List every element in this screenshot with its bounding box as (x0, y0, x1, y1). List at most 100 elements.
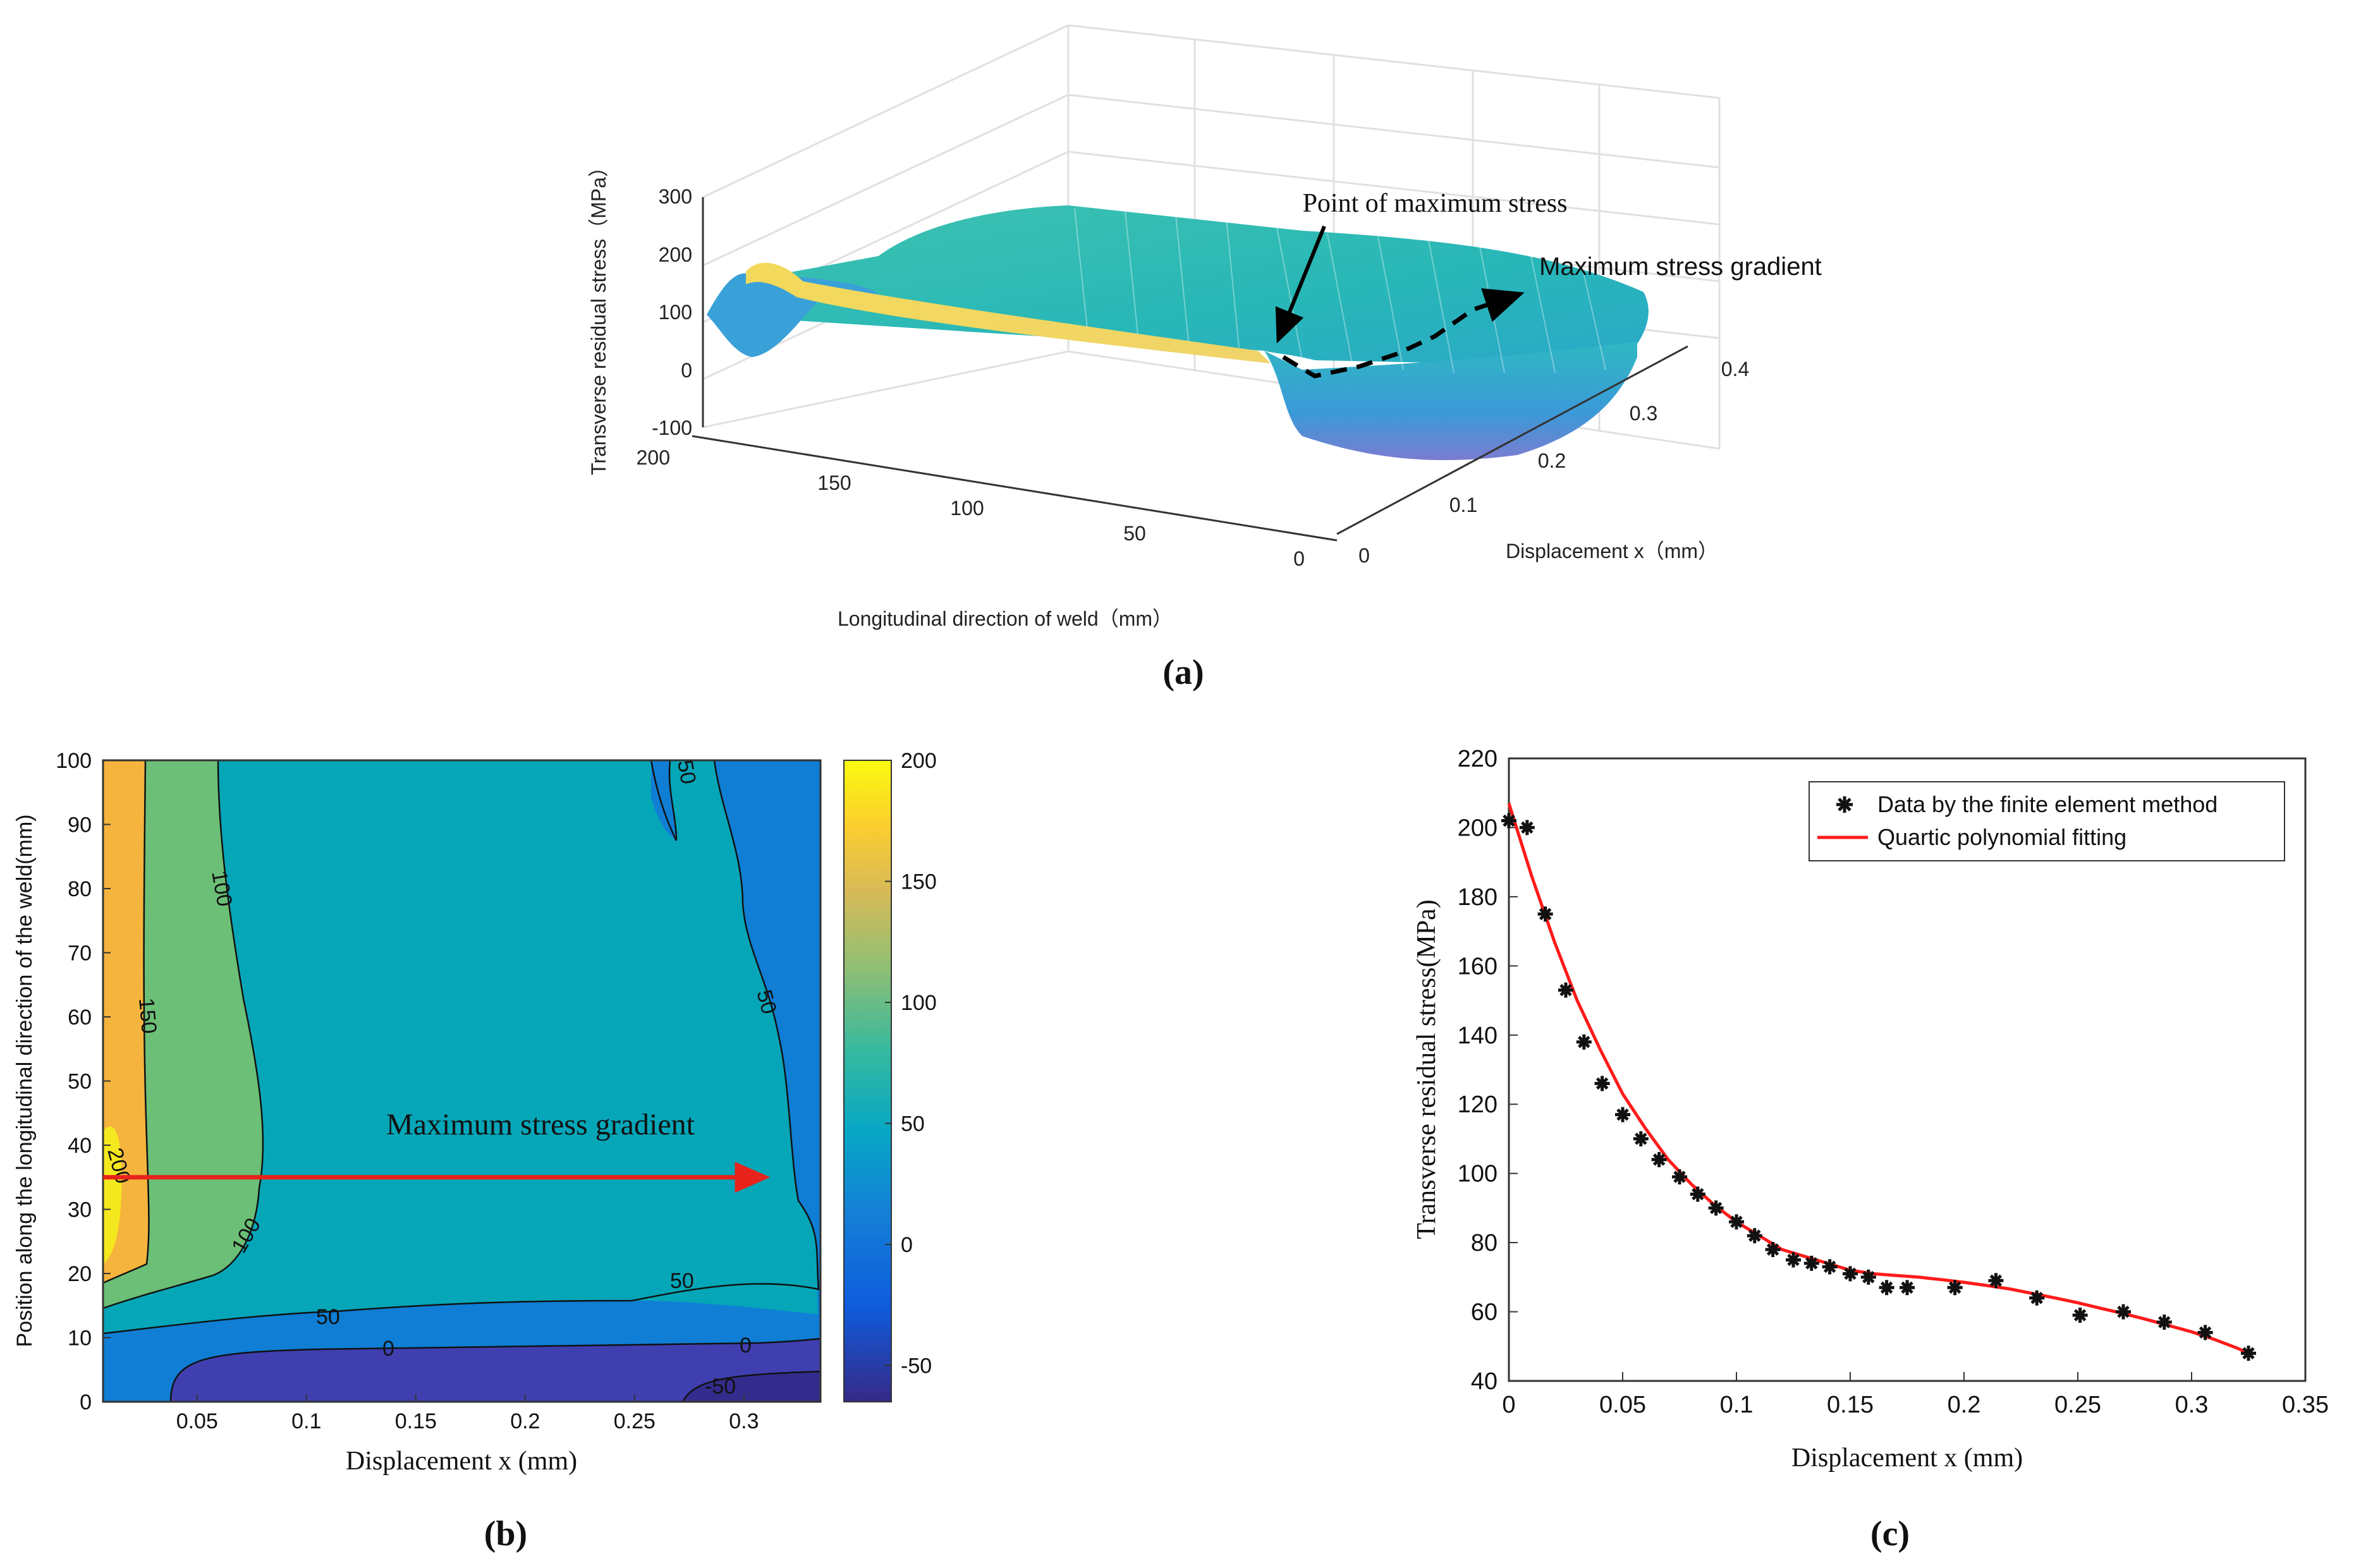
panel-b-y-tick-label: 30 (68, 1198, 92, 1222)
panel-c-data-point (1947, 1280, 1963, 1296)
panel-c-data-point (1860, 1269, 1876, 1285)
panel-b-contour-label-50-mid: 50 (670, 1269, 694, 1293)
panel-b-contour-fills (103, 760, 821, 1402)
panel-b-caption: (b) (484, 1514, 527, 1553)
panel-c-data-point (1651, 1152, 1667, 1167)
panel-c-y-tick-label: 40 (1471, 1368, 1498, 1395)
panel-b-y-tick-label: 100 (56, 749, 92, 773)
panel-c-scatter-points (1501, 813, 2256, 1361)
panel-a-z-axis: 300 200 100 0 -100 Transverse residual s… (587, 157, 704, 475)
panel-b-colorbar-ticks: 200 150 100 50 0 -50 (885, 749, 937, 1378)
panel-c-data-point (1843, 1266, 1858, 1282)
panel-b: 200 150 100 100 50 50 50 50 0 0 -50 Maxi… (13, 749, 937, 1553)
panel-c-y-tick-label: 220 (1458, 746, 1498, 772)
panel-c-data-point (1786, 1252, 1801, 1268)
panel-b-region-indigo (171, 1339, 821, 1402)
panel-b-annotation-group: Maximum stress gradient (103, 1108, 771, 1193)
panel-b-contour-label-50-left: 50 (316, 1305, 340, 1329)
panel-c-y-tick-label: 140 (1458, 1023, 1498, 1049)
panel-b-y-tick-label: 80 (68, 877, 92, 901)
panel-b-colorbar-tick-label: 150 (901, 870, 937, 894)
panel-b-y-tick-label: 20 (68, 1262, 92, 1286)
panel-a-x-axis: 0 0.1 0.2 0.3 0.4 Displacement x（mm） (1336, 345, 1749, 567)
panel-b-region-blue-left-upper-notch (651, 760, 676, 841)
panel-a-z-tick-300: 300 (659, 185, 692, 208)
panel-c-legend-marker (1836, 796, 1853, 813)
panel-c-data-point (1537, 906, 1553, 922)
panel-c-plot-frame (1508, 757, 2307, 1382)
panel-b-y-tick-label: 40 (68, 1134, 92, 1158)
panel-c-data-point (1576, 1034, 1592, 1050)
panel-c-y-tick-label: 120 (1458, 1091, 1498, 1118)
panel-a-annotations: Point of maximum stress Maximum stress g… (1275, 189, 1822, 379)
panel-a-z-tick-0: 0 (681, 359, 692, 382)
panel-c-y-ticks: 40 60 80 100 120 140 160 180 200 220 (1458, 746, 1518, 1395)
panel-c-data-point (1708, 1200, 1724, 1216)
panel-b-region-deep-indigo (683, 1371, 821, 1402)
panel-a-caption: (a) (1162, 653, 1204, 692)
panel-b-colorbar-tick-label: -50 (901, 1354, 932, 1378)
panel-b-y-label: Position along the longitudinal directio… (13, 815, 37, 1347)
panel-c-y-tick-label: 180 (1458, 884, 1498, 911)
panel-a-y-tick-100: 100 (950, 497, 984, 520)
panel-c-x-label: Displacement x (mm) (1791, 1443, 2023, 1473)
panel-c-x-tick-label: 0.1 (1720, 1392, 1754, 1418)
panel-a-y-axis: 200 150 100 50 0 Longitudinal direction … (637, 435, 1338, 630)
panel-a-z-label: Transverse residual stress（MPa） (587, 157, 610, 475)
panel-b-colorbar-tick-label: 200 (901, 749, 937, 773)
panel-b-contour-label-0-left: 0 (382, 1337, 394, 1361)
panel-c-y-tick-label: 160 (1458, 953, 1498, 980)
panel-c-data-point (1822, 1259, 1838, 1275)
panel-b-colorbar-tick-label: 50 (901, 1112, 925, 1136)
panel-a-y-tick-50: 50 (1123, 522, 1146, 545)
panel-c-data-point (1501, 813, 1516, 829)
panel-c-data-point (1900, 1280, 1915, 1296)
panel-c-data-point (1558, 982, 1573, 998)
panel-b-colorbar: 200 150 100 50 0 -50 (843, 749, 937, 1402)
panel-a-x-tick-0: 0 (1358, 544, 1370, 567)
panel-c-data-point (1765, 1242, 1781, 1258)
panel-c-data-point (2156, 1315, 2172, 1330)
panel-b-contour-label-50-top: 50 (673, 758, 700, 786)
panel-b-y-tick-label: 0 (80, 1390, 92, 1414)
panel-c-legend-label-fit: Quartic polynomial fitting (1877, 824, 2126, 850)
panel-c-data-point (1729, 1214, 1744, 1230)
panel-a-y-tick-200: 200 (637, 446, 670, 469)
panel-b-annotation-text: Maximum stress gradient (386, 1108, 695, 1141)
panel-b-contour-label-150: 150 (134, 997, 161, 1035)
panel-c-x-tick-label: 0.3 (2175, 1392, 2209, 1418)
panel-c-data-point (1519, 820, 1535, 836)
panel-b-y-tick-label: 50 (68, 1070, 92, 1094)
panel-b-y-tick-label: 60 (68, 1006, 92, 1030)
panel-b-y-tick-label: 90 (68, 813, 92, 837)
panel-c-legend-box (1809, 781, 2285, 861)
panel-a-y-tick-150: 150 (817, 471, 851, 494)
panel-c-fit-line (1507, 803, 2250, 1355)
panel-a-surface (707, 205, 1649, 461)
panel-c-x-tick-label: 0.35 (2282, 1392, 2329, 1418)
panel-b-colorbar-tick-label: 100 (901, 991, 937, 1015)
panel-a-x-tick-0.1: 0.1 (1449, 494, 1477, 516)
panel-c-data-point (1594, 1076, 1610, 1091)
panel-b-region-blue-upper-right (714, 760, 821, 1340)
panel-c-data-point (1690, 1186, 1705, 1202)
panel-b-colorbar-tick-label: 0 (901, 1233, 913, 1257)
panel-c-legend-label-data: Data by the finite element method (1877, 791, 2218, 817)
panel-c-data-point (1988, 1273, 2004, 1289)
panel-c-x-tick-label: 0.15 (1827, 1392, 1874, 1418)
panel-a-annotation-max-gradient: Maximum stress gradient (1539, 253, 1822, 281)
panel-b-contour-lines (102, 760, 821, 1402)
panel-b-contour-label-0-right: 0 (740, 1334, 752, 1358)
panel-b-y-tick-label: 10 (68, 1327, 92, 1351)
panel-b-contour-label-minus50: -50 (705, 1375, 736, 1399)
panel-c-data-point (2029, 1290, 2045, 1306)
panel-b-x-label: Displacement x (mm) (346, 1447, 577, 1476)
panel-c-x-ticks: 0 0.05 0.1 0.15 0.2 0.25 0.3 0.35 (1502, 1372, 2329, 1418)
panel-b-x-tick-label: 0.15 (395, 1409, 437, 1433)
panel-a-arrow-max-point (1275, 225, 1326, 344)
panel-b-region-yellow (103, 1126, 122, 1264)
panel-c-data-point (2116, 1304, 2131, 1320)
panel-c-y-tick-label: 80 (1471, 1230, 1498, 1256)
panel-a-x-tick-0.2: 0.2 (1538, 449, 1566, 472)
